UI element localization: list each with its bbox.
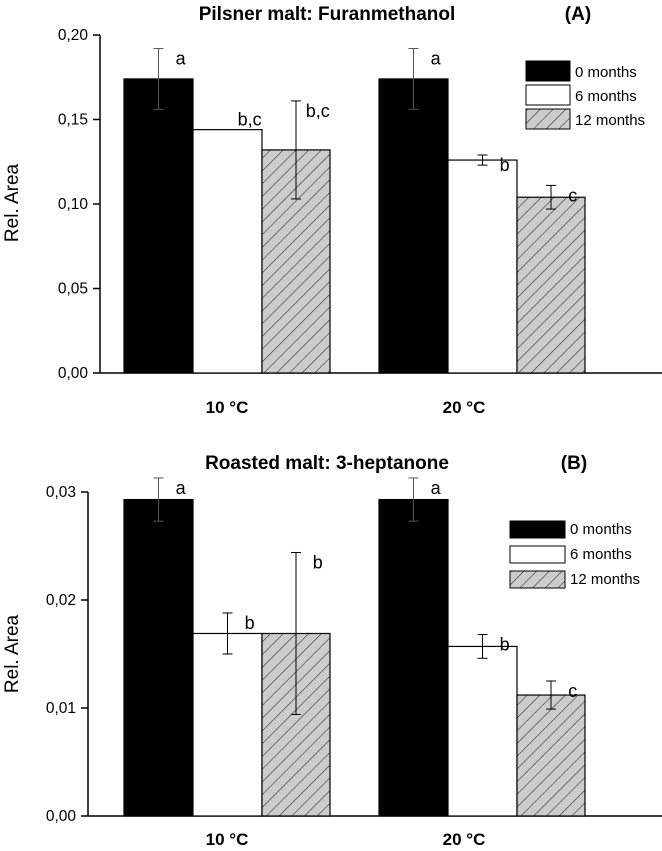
- panel-b-significance-label: b: [313, 552, 323, 572]
- panel-b-xtick-label: 10 °C: [206, 830, 249, 849]
- panel-a-ytick-label: 0,15: [58, 112, 88, 129]
- panel-b-significance-label: b: [500, 635, 510, 655]
- panel-a-significance-label: b,c: [306, 101, 330, 121]
- panel-a-xtick-label: 20 °C: [443, 398, 486, 417]
- panel-a-bar: [378, 78, 449, 374]
- panel-b-ylabel: Rel. Area: [2, 614, 23, 693]
- panel-a-ylabel: Rel. Area: [2, 163, 23, 242]
- panel-b-bar: [192, 632, 263, 817]
- panel-a-legend-label: 6 months: [575, 88, 637, 105]
- panel-b-legend-label: 12 months: [570, 571, 640, 588]
- panel-b-legend-swatch: [509, 520, 566, 539]
- panel-a-significance-label: a: [176, 49, 187, 69]
- panel-a-significance-label: c: [568, 185, 577, 205]
- panel-a-bar: [192, 129, 263, 374]
- panel-b-legend-swatch: [509, 570, 566, 589]
- panel-b-title: Roasted malt: 3-heptanone: [205, 453, 449, 474]
- panel-a-plot: 0,00 0,05 0,10 0,15 0,20 10 °C 20 °C a b,c b,c a b c…: [58, 27, 662, 417]
- panel-a-ytick-label: 0,10: [58, 196, 89, 213]
- panel-a-legend-swatch: [525, 84, 571, 106]
- panel-a-legend-swatch: [525, 108, 571, 130]
- panel-b-ytick-label: 0,02: [46, 592, 76, 609]
- panel-a-label: (A): [565, 4, 591, 25]
- panel-a-significance-label: b,c: [238, 110, 262, 130]
- panel-a-bar: [516, 196, 586, 374]
- panel-a-bar: [123, 78, 194, 374]
- panel-a-chart: Pilsner malt: Furanmethanol (A) Rel. Are…: [2, 4, 662, 417]
- panel-a-title: Pilsner malt: Furanmethanol: [199, 4, 456, 25]
- panel-b-legend-label: 0 months: [570, 521, 632, 538]
- panel-a-ytick-label: 0,20: [58, 27, 89, 44]
- panel-a-significance-label: b: [500, 155, 510, 175]
- panel-b-bar: [447, 645, 518, 817]
- panel-b-bar: [123, 498, 194, 817]
- panel-a-ytick-label: 0,00: [58, 365, 89, 382]
- panel-b-ytick-label: 0,03: [46, 484, 76, 501]
- panel-a-xtick-label: 10 °C: [206, 398, 249, 417]
- panel-b-significance-label: a: [431, 478, 442, 498]
- panel-a-legend-label: 12 months: [575, 112, 645, 129]
- panel-b-significance-label: a: [176, 478, 187, 498]
- panel-a-significance-label: a: [431, 49, 442, 69]
- panel-b-ytick-label: 0,00: [46, 808, 77, 825]
- panel-a-bar: [447, 159, 518, 374]
- panel-b-chart: Roasted malt: 3-heptanone (B) Rel. Area …: [2, 453, 662, 849]
- panel-b-bar: [378, 498, 449, 817]
- panel-b-ytick-label: 0,01: [46, 700, 76, 717]
- panel-a-legend-label: 0 months: [575, 64, 637, 81]
- panel-b-significance-label: b: [245, 613, 255, 633]
- panel-b-xtick-label: 20 °C: [443, 830, 486, 849]
- panel-b-legend-label: 6 months: [570, 546, 632, 563]
- panel-b-significance-label: c: [568, 681, 577, 701]
- panel-b-bar: [516, 694, 586, 817]
- panel-b-legend-swatch: [509, 545, 566, 564]
- panel-a-legend-swatch: [525, 60, 571, 82]
- panel-a-ytick-label: 0,05: [58, 281, 88, 298]
- panel-b-label: (B): [561, 453, 587, 474]
- panel-b-plot: 0,00 0,01 0,02 0,03 10 °C 20 °C a b b a b c 0 months…: [46, 477, 662, 849]
